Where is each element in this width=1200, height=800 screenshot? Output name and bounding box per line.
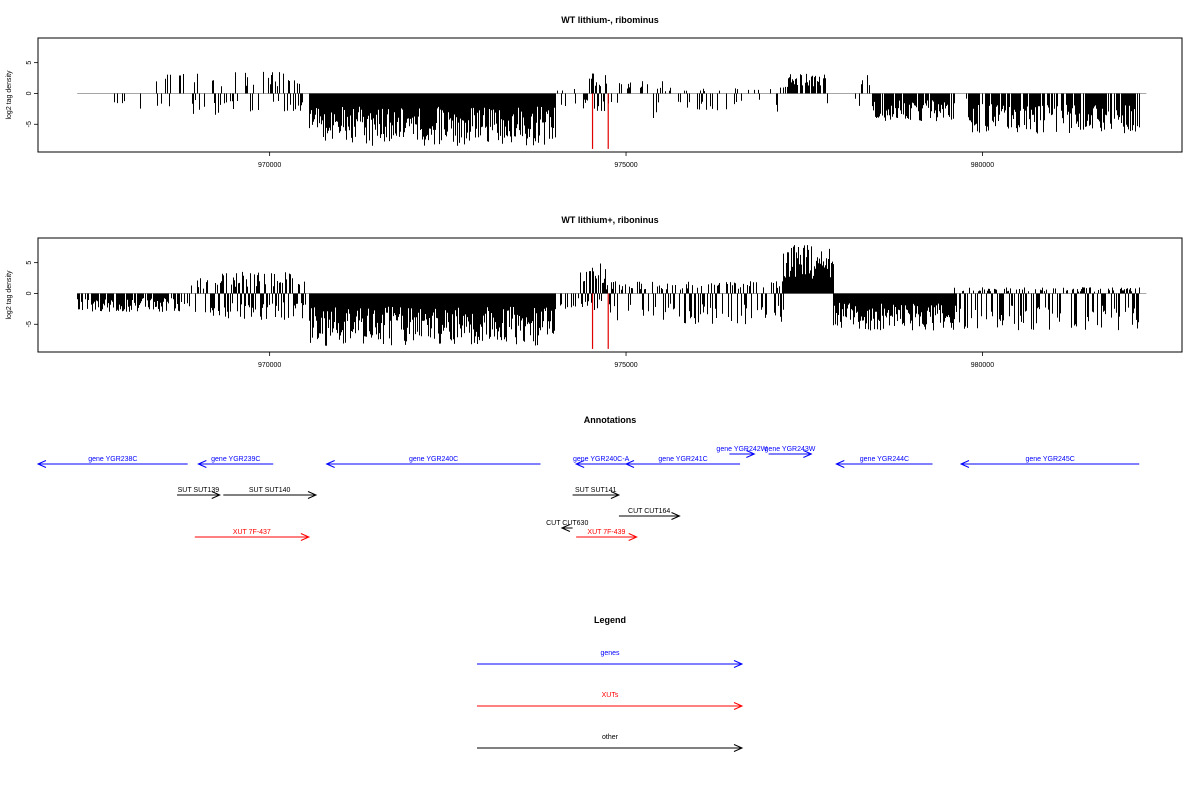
legend-item-xut: XUTs: [477, 692, 744, 710]
panel-title: WT lithium+, riboninus: [561, 215, 658, 225]
feature-label: gene YGR242W: [716, 446, 767, 453]
feature-label: SUT SUT139: [178, 487, 220, 494]
annotation-features: gene YGR238C gene YGR239C gene YGR240C gene…: [36, 446, 1140, 541]
y-axis-label: log2 tag density: [6, 270, 13, 320]
x-axis-ticks: 970000 975000 980000: [258, 352, 994, 369]
feature-15: XUT 7F-437: [194, 529, 311, 541]
y-tick-label: -5: [26, 321, 33, 327]
legend-label: XUTs: [602, 692, 619, 699]
feature-11: SUT SUT140: [223, 487, 318, 499]
feature-8: gene YGR244C: [835, 456, 933, 468]
legend-label: genes: [600, 650, 620, 657]
y-axis-ticks: -5 0 5: [26, 261, 38, 327]
coverage-bars: [77, 245, 1147, 346]
feature-3: gene YGR240C: [325, 456, 541, 468]
feature-label: gene YGR239C: [211, 456, 260, 463]
plot-frame: [37, 37, 1183, 153]
feature-7: gene YGR243W: [765, 446, 816, 458]
feature-1: gene YGR238C: [36, 456, 188, 468]
feature-label: CUT CUT164: [628, 508, 670, 515]
legend-label: other: [602, 734, 619, 741]
legend-items: genes XUTs other: [477, 650, 744, 752]
feature-label: gene YGR240C-A: [573, 456, 630, 463]
y-tick-label: 5: [26, 261, 33, 265]
feature-label: SUT SUT141: [575, 487, 617, 494]
x-axis-ticks: 970000 975000 980000: [258, 152, 994, 169]
feature-16: XUT 7F-439: [576, 529, 638, 541]
feature-label: XUT 7F-439: [587, 529, 625, 536]
coverage-bars: [77, 71, 1147, 146]
plot-frame: [37, 237, 1183, 353]
feature-label: XUT 7F-437: [233, 529, 271, 536]
feature-12: SUT SUT141: [572, 487, 621, 499]
feature-14: CUT CUT630: [546, 520, 588, 532]
legend-item-gene: genes: [477, 650, 744, 668]
feature-9: gene YGR245C: [959, 456, 1140, 468]
y-tick-label: 0: [26, 291, 33, 295]
coverage-panel-lithium-minus: WT lithium-, ribominus log2 tag density …: [6, 15, 1183, 169]
feature-10: SUT SUT139: [176, 487, 222, 499]
x-tick-label: 980000: [971, 162, 994, 169]
marker-lines: [591, 293, 609, 349]
coverage-bar-series: [77, 245, 1140, 346]
feature-2: gene YGR239C: [197, 456, 274, 468]
feature-label: gene YGR243W: [765, 446, 816, 453]
legend-item-other: other: [477, 734, 744, 752]
y-tick-label: -5: [26, 121, 33, 127]
coverage-panel-lithium-plus: WT lithium+, riboninus log2 tag density …: [6, 215, 1183, 369]
y-axis-ticks: -5 0 5: [26, 61, 38, 127]
y-tick-label: 5: [26, 61, 33, 65]
x-tick-label: 975000: [614, 362, 637, 369]
feature-label: gene YGR238C: [88, 456, 137, 463]
feature-label: gene YGR245C: [1025, 456, 1074, 463]
legend-title: Legend: [594, 615, 626, 625]
feature-4: gene YGR240C-A: [573, 456, 630, 468]
x-tick-label: 970000: [258, 162, 281, 169]
feature-label: gene YGR240C: [409, 456, 458, 463]
feature-label: gene YGR241C: [658, 456, 707, 463]
x-tick-label: 980000: [971, 362, 994, 369]
y-tick-label: 0: [26, 91, 33, 95]
feature-label: SUT SUT140: [249, 487, 291, 494]
feature-5: gene YGR241C: [624, 456, 741, 468]
feature-label: gene YGR244C: [860, 456, 909, 463]
feature-6: gene YGR242W: [716, 446, 768, 458]
feature-13: CUT CUT164: [618, 508, 681, 520]
feature-label: CUT CUT630: [546, 520, 588, 527]
panel-title: WT lithium-, ribominus: [561, 15, 659, 25]
annotations-panel: Annotations gene YGR238C gene YGR239C gene…: [36, 415, 1140, 541]
legend-panel: Legend genes XUTs other: [477, 615, 744, 752]
x-tick-label: 975000: [614, 162, 637, 169]
annotations-title: Annotations: [584, 415, 637, 425]
coverage-bar-series: [114, 71, 1140, 146]
y-axis-label: log2 tag density: [6, 70, 13, 120]
x-tick-label: 970000: [258, 362, 281, 369]
marker-lines: [591, 93, 609, 149]
